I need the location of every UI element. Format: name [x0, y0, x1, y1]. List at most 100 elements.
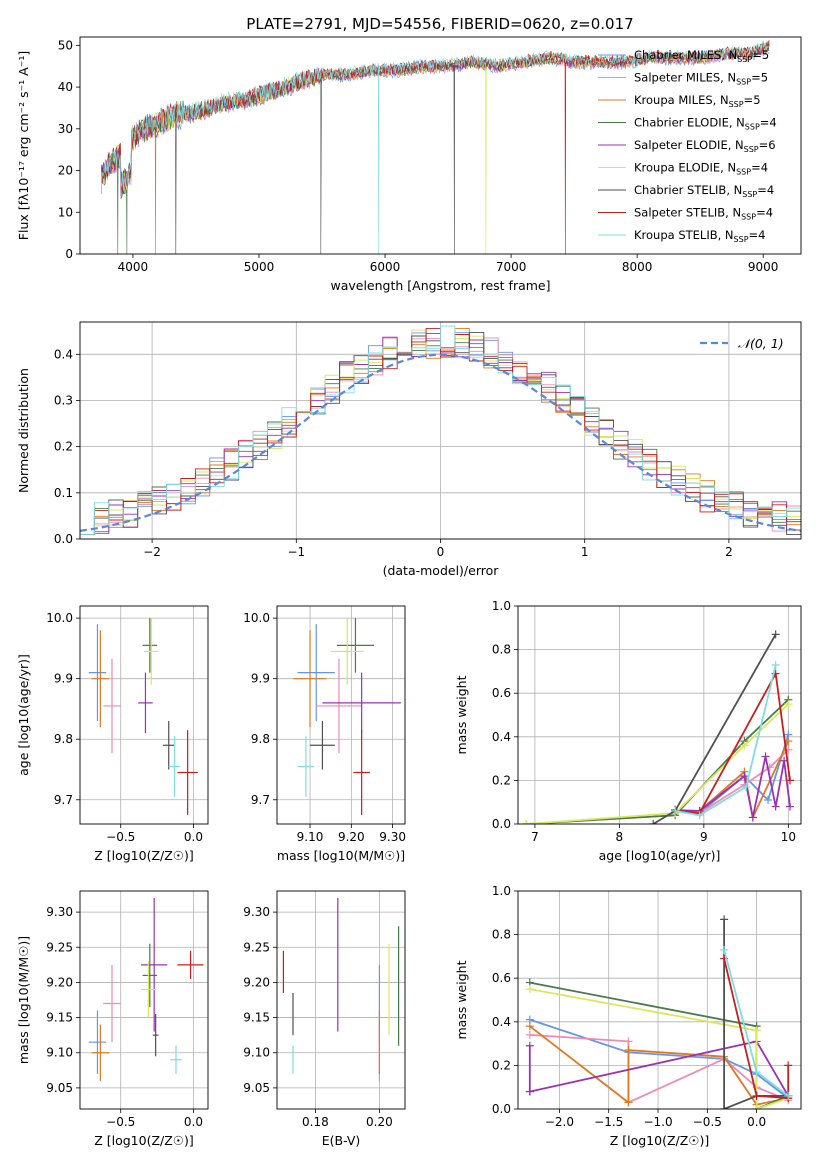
y-tick-label: 10.0	[243, 611, 270, 625]
legend-nssp-value: 5	[761, 71, 768, 85]
weight-line-5	[526, 703, 789, 824]
y-axis-label: age [log10(age/yr)]	[16, 654, 31, 776]
legend-model-name: Chabrier MILES	[634, 48, 721, 62]
weight-marker-8	[671, 806, 680, 815]
x-tick-label: −1.0	[643, 1115, 672, 1129]
spectrum-line-6	[101, 41, 770, 254]
legend-model-name: Salpeter ELODIE	[634, 138, 728, 152]
weight-marker-4	[525, 1041, 534, 1050]
weight-line-6	[723, 919, 789, 1109]
plot-area	[522, 630, 795, 824]
y-tick-label: 0.4	[492, 1015, 511, 1029]
x-tick-label: 6000	[370, 260, 401, 274]
y-tick-label: 0.6	[492, 686, 511, 700]
legend-model-name: Chabrier ELODIE	[634, 116, 729, 130]
legend-entry: Salpeter MILES, NSSP=5	[634, 71, 768, 87]
legend-entry: Salpeter STELIB, NSSP=4	[634, 206, 773, 222]
weight-line-4	[675, 755, 791, 819]
x-axis-label: E(B-V)	[322, 1133, 361, 1148]
legend-nssp-eq: =	[757, 183, 767, 197]
weight-line-7	[723, 958, 790, 1099]
panel-age-Z: −0.5 0.0 9.7 9.8 9.9 10.0 Z [log10(Z/Z☉)] age […	[16, 605, 209, 863]
legend-nssp-value: 5	[762, 48, 769, 62]
legend-nssp-eq: =	[760, 116, 770, 130]
figure-title: PLATE=2791, MJD=54556, FIBERID=0620, z=0…	[246, 15, 633, 33]
weight-marker-5	[740, 741, 749, 750]
y-tick-label: 9.20	[46, 975, 73, 989]
panel-weight-Z: −2.0 −1.5 −1.0 −0.5 0.0 0.0 0.2 0.4 0.6 0.8 1.0 Z […	[454, 884, 802, 1148]
x-axis-label: Z [log10(Z/Z☉)]	[610, 1133, 710, 1148]
legend-nssp-subscript: SSP	[736, 78, 751, 87]
x-tick-label: 9000	[748, 260, 779, 274]
x-tick-label: 4000	[118, 260, 149, 274]
legend-nssp-eq: =	[752, 48, 762, 62]
weight-line-2	[529, 1025, 789, 1106]
x-tick-label: 8	[616, 830, 624, 844]
y-tick-label: 9.25	[46, 940, 73, 954]
x-axis-label: mass [log10(M/M☉)]	[277, 848, 405, 863]
x-tick-label: 0	[437, 545, 445, 559]
weight-marker-4	[761, 752, 770, 761]
legend-nssp-subscript: SSP	[736, 168, 751, 177]
weight-marker-8	[695, 811, 704, 820]
x-axis-label: age [log10(age/yr)]	[599, 848, 721, 863]
y-tick-label: 0.0	[54, 532, 73, 546]
legend-nssp-prefix: , N	[729, 116, 745, 130]
y-tick-label: 0.1	[54, 486, 73, 500]
weight-marker-4	[740, 772, 749, 781]
panel-mass-EBV: 0.18 0.20 9.05 9.10 9.15 9.20 9.25 9.30 E(B-V)	[243, 890, 406, 1148]
y-tick-label: 9.7	[54, 793, 73, 807]
legend-nssp-prefix: , N	[720, 71, 736, 85]
legend-entry: Kroupa ELODIE, NSSP=4	[634, 161, 768, 177]
plot-area	[525, 915, 793, 1109]
axes-frame	[79, 36, 802, 255]
legend-nssp-eq: =	[751, 161, 761, 175]
legend-nssp-subscript: SSP	[737, 55, 752, 64]
gaussian-legend-label: 𝒩(0, 1)	[738, 336, 784, 351]
weight-marker-5	[752, 1105, 761, 1109]
x-tick-label: 7000	[496, 260, 527, 274]
x-tick-label: 9.30	[379, 830, 406, 844]
x-tick-label: 2	[725, 545, 733, 559]
weight-marker-6	[649, 820, 658, 824]
weight-marker-8	[752, 1067, 761, 1076]
legend-model-name: Chabrier STELIB	[634, 183, 726, 197]
x-tick-label: −0.5	[106, 830, 135, 844]
x-tick-label: 0.18	[302, 1115, 329, 1129]
x-tick-label: 0.0	[747, 1115, 766, 1129]
y-tick-label: 9.05	[243, 1081, 270, 1095]
y-tick-label: 9.15	[46, 1011, 73, 1025]
y-tick-label: 0.0	[492, 1102, 511, 1116]
x-tick-label: 5000	[244, 260, 275, 274]
legend-nssp-value: 4	[766, 206, 773, 220]
weight-marker-2	[784, 737, 793, 746]
x-tick-label: 8000	[622, 260, 653, 274]
weight-marker-0	[764, 796, 773, 805]
axes-frame	[517, 890, 802, 1110]
x-tick-label: 9.20	[338, 830, 365, 844]
panel-age-mass: 9.10 9.20 9.30 9.7 9.8 9.9 10.0 mass [log10(M/M…	[243, 605, 406, 863]
y-tick-label: 0.4	[492, 730, 511, 744]
legend-nssp-prefix: , N	[713, 93, 729, 107]
weight-marker-8	[720, 945, 729, 954]
plot-area	[282, 898, 400, 1081]
y-tick-label: 0.8	[492, 928, 511, 942]
legend-nssp-eq: =	[759, 138, 769, 152]
weight-marker-6	[720, 915, 729, 924]
weight-marker-1	[525, 1030, 534, 1039]
y-tick-label: 0.2	[54, 440, 73, 454]
y-tick-label: 9.8	[251, 732, 270, 746]
legend-nssp-value: 4	[758, 228, 765, 242]
y-axis-label: mass [log10(M/M☉)]	[16, 936, 31, 1064]
axes-frame	[517, 605, 802, 825]
y-tick-label: 9.10	[243, 1046, 270, 1060]
weight-marker-7	[786, 776, 795, 785]
legend-nssp-eq: =	[744, 93, 754, 107]
y-tick-label: 0	[65, 247, 73, 261]
axes-frame	[79, 321, 802, 540]
y-tick-label: 0.2	[492, 773, 511, 787]
plot-area	[101, 40, 770, 254]
legend-entry: Chabrier ELODIE, NSSP=4	[634, 116, 777, 132]
